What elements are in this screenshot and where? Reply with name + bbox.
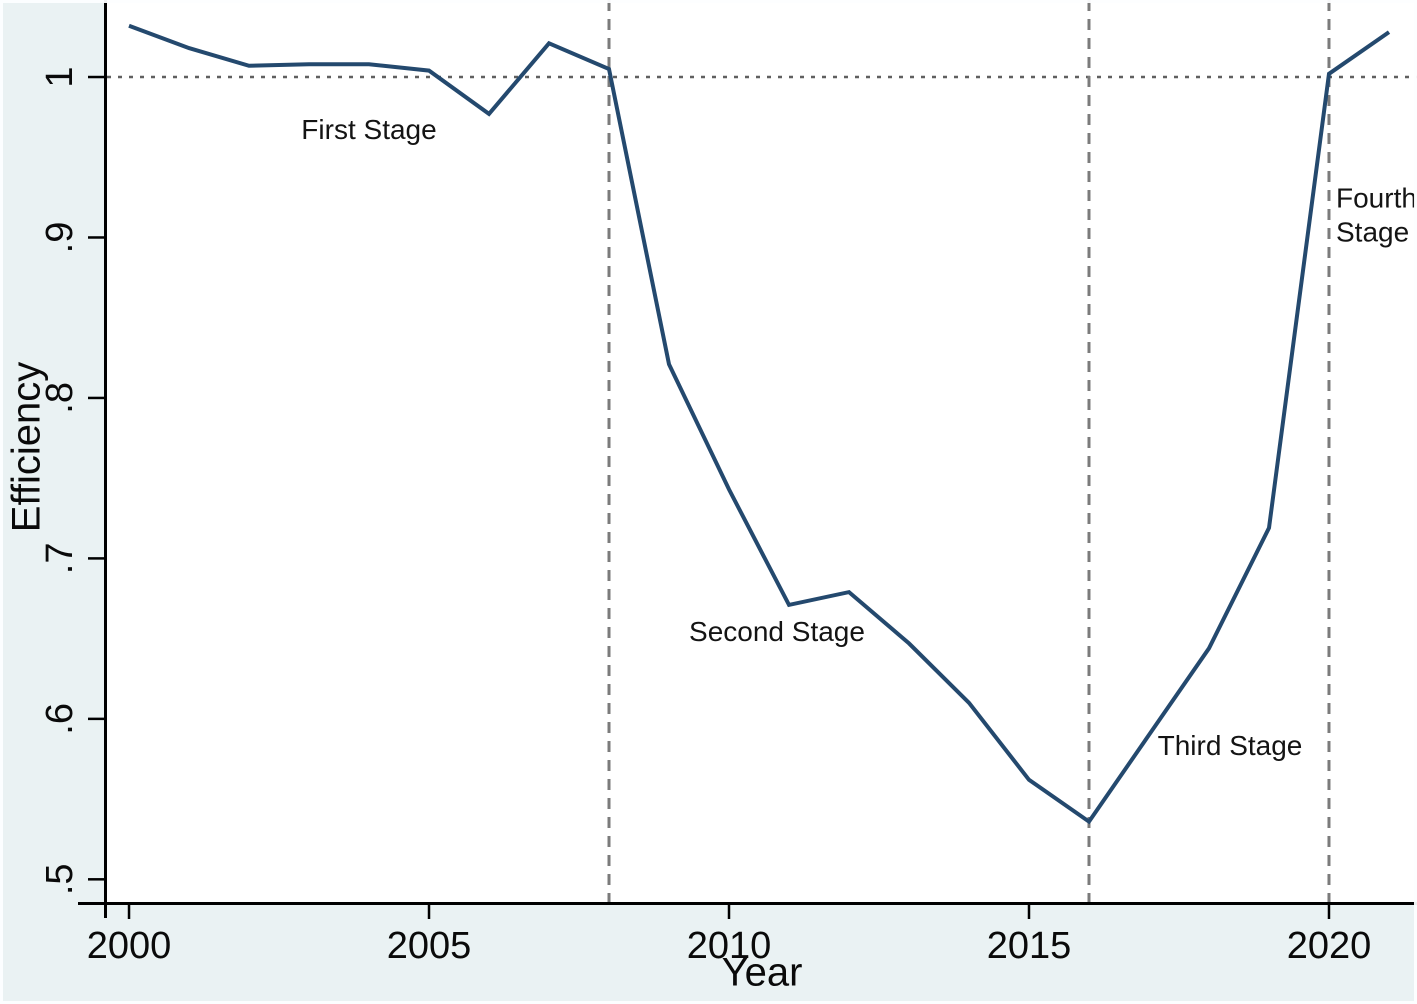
annotation-second-stage: Second Stage: [689, 616, 865, 648]
y-tick-label: .5: [39, 863, 81, 895]
efficiency-data-line: [128, 23, 1391, 825]
x-tick-label: 2005: [387, 925, 472, 967]
x-axis-title: Year: [721, 950, 803, 995]
x-tick-label: 2015: [987, 925, 1072, 967]
y-tick-label: .7: [39, 543, 81, 575]
annotation-first-stage: First Stage: [301, 114, 437, 146]
x-tick-label: 2010: [687, 925, 772, 967]
x-tick-label: 2020: [1287, 925, 1372, 967]
y-tick-label: .8: [39, 382, 81, 414]
plot-area: [107, 0, 1417, 905]
annotation-third-stage: Third Stage: [1157, 730, 1303, 762]
y-tick-label: .6: [39, 703, 81, 735]
annotation-fourth-stage: Fourth Stage: [1336, 182, 1417, 247]
y-axis-title: Efficiency: [4, 361, 49, 533]
y-tick-label: 1: [39, 66, 81, 87]
x-tick-label: 2000: [87, 925, 172, 967]
y-tick-label: .9: [39, 222, 81, 254]
